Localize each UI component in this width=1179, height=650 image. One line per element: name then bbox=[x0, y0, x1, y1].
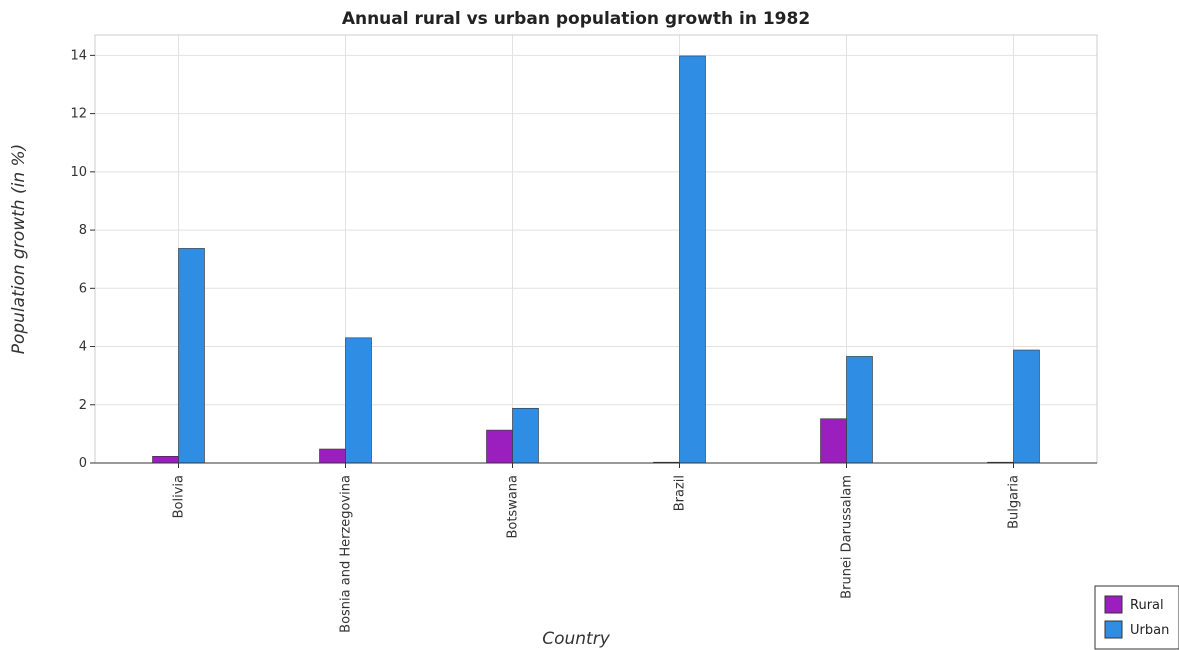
bar-urban bbox=[178, 248, 205, 464]
legend: Rural Urban bbox=[1094, 585, 1179, 650]
legend-swatch-urban bbox=[1104, 620, 1123, 639]
x-tick-labels: Bolivia Bosnia and Herzegovina Botswana Bra… bbox=[172, 463, 1022, 633]
x-tick-label: Brazil bbox=[673, 475, 688, 511]
y-tick-label: 14 bbox=[70, 48, 87, 63]
y-tick-label: 12 bbox=[70, 107, 87, 122]
bar-rural bbox=[319, 448, 346, 464]
legend-swatch-rural bbox=[1104, 595, 1123, 614]
legend-label-urban: Urban bbox=[1130, 623, 1169, 638]
bar-urban bbox=[1013, 349, 1040, 464]
legend-box bbox=[1094, 585, 1179, 650]
chart-title: Annual rural vs urban population growth … bbox=[342, 9, 810, 29]
y-tick-label: 10 bbox=[70, 165, 87, 180]
grid bbox=[95, 35, 1097, 464]
y-tick-label: 4 bbox=[79, 340, 87, 355]
plot-frame bbox=[94, 34, 1098, 464]
legend-label-rural: Rural bbox=[1130, 598, 1164, 613]
bar-rural bbox=[486, 429, 513, 464]
x-tick-label: Bulgaria bbox=[1007, 475, 1022, 529]
bar-urban bbox=[345, 337, 372, 464]
y-tick-label: 8 bbox=[79, 223, 87, 238]
bars bbox=[152, 55, 1040, 464]
y-axis-label: Population growth (in %) bbox=[9, 144, 29, 355]
x-axis-label: Country bbox=[542, 629, 610, 649]
y-tick-label: 6 bbox=[79, 281, 87, 296]
x-tick-label: Bosnia and Herzegovina bbox=[339, 475, 354, 633]
bar-rural bbox=[820, 418, 847, 464]
bar-urban bbox=[679, 55, 706, 464]
bar-urban bbox=[846, 356, 873, 464]
y-tick-label: 2 bbox=[79, 398, 87, 413]
bar-rural bbox=[152, 456, 179, 464]
y-tick-label: 0 bbox=[79, 456, 87, 471]
x-tick-label: Brunei Darussalam bbox=[840, 475, 855, 599]
x-tick-label: Bolivia bbox=[172, 475, 187, 518]
y-tick-labels: 0 2 4 6 8 10 12 14 bbox=[70, 48, 95, 471]
bar-urban bbox=[512, 407, 539, 464]
x-tick-label: Botswana bbox=[506, 475, 521, 539]
